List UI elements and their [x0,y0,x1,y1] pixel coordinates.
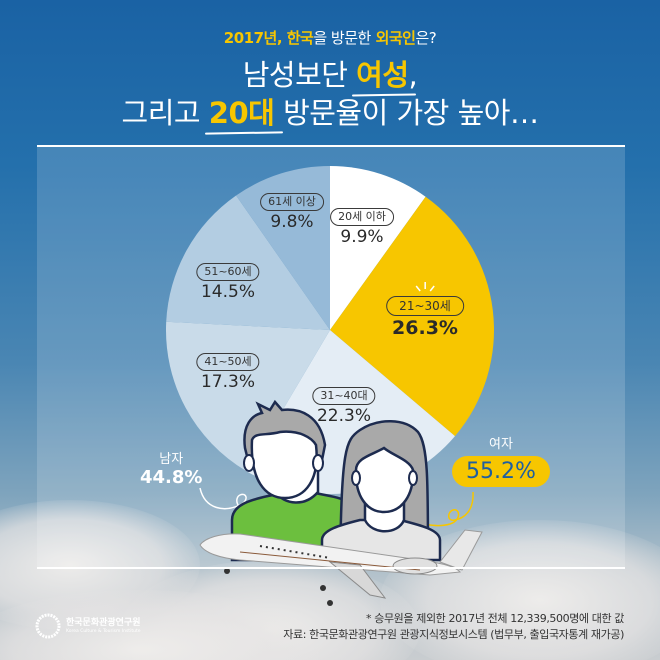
pie-slice-61-plus [236,165,330,330]
title-text: 남성보단 [242,58,348,92]
label-41-50: 41~50세 17.3% [196,350,260,392]
age-pill: 20세 이하 [330,208,394,226]
label-51-60: 51~60세 14.5% [196,260,260,302]
subtitle-year: 2017년, [223,29,283,47]
female-stat: 여자 55.2% [452,433,550,487]
institute-logo: 한국문화관광연구원 Korea Culture & Tourism Instit… [34,612,141,640]
title-comma: , [408,58,418,92]
pie-slice-under-20 [330,166,426,330]
age-percent: 9.8% [270,212,314,232]
subtitle-mid: 을 방문한 [313,29,371,47]
age-percent: 14.5% [200,282,255,302]
title-line-2: 그리고 20대 방문율이 가장 높아… [0,90,660,132]
airplane-icon [199,529,483,606]
title-text: 방문율이 가장 높아… [283,96,539,130]
label-61-plus: 61세 이상 9.8% [260,190,324,232]
highlight-rays-icon [415,282,435,292]
age-percent: 26.3% [392,317,458,339]
logo-ring-icon [35,613,61,639]
label-21-30: 21~30세 26.3% [386,282,464,339]
title-highlight-female: 여성 [356,58,409,92]
age-pill: 51~60세 [196,263,260,281]
age-pill: 41~50세 [196,353,260,371]
age-percent: 22.3% [316,406,371,426]
male-stat: 남자 44.8% [140,448,202,488]
logo-name: 한국문화관광연구원 [66,617,141,628]
subtitle: 2017년, 한국을 방문한 외국인은? [0,27,660,48]
title-text: 그리고 [121,96,201,130]
footnote: * 승무원을 제외한 2017년 전체 12,339,500명에 대한 값 자료… [283,611,624,643]
pie-slice-51-60 [166,195,330,330]
label-31-40: 31~40대 22.3% [312,384,376,426]
age-pill: 61세 이상 [260,193,324,211]
male-percent: 44.8% [140,467,203,488]
female-percent: 55.2% [452,456,550,487]
female-label: 여자 [488,437,513,452]
subtitle-korea: 한국 [286,29,314,47]
subtitle-end: 은? [415,29,437,47]
male-label: 남자 [159,452,184,467]
age-percent: 17.3% [200,372,255,392]
age-percent: 9.9% [340,227,384,247]
age-pill: 31~40대 [312,387,376,405]
title-line-1: 남성보단 여성, [0,52,660,94]
female-squiggle [419,491,474,527]
panel-bottom-line [37,567,625,569]
age-pill: 21~30세 [386,296,464,316]
footnote-note: * 승무원을 제외한 2017년 전체 12,339,500명에 대한 값 [366,612,624,625]
footnote-source: 자료: 한국문화관광연구원 관광지식정보시스템 (법무부, 출입국자통계 재가공… [283,628,624,641]
label-under-20: 20세 이하 9.9% [330,205,394,247]
subtitle-foreigners: 외국인 [375,29,416,47]
logo-english: Korea Culture & Tourism Institute [66,628,141,634]
title-highlight-20s: 20대 [208,96,275,130]
pie-slice-21-30 [330,196,494,437]
